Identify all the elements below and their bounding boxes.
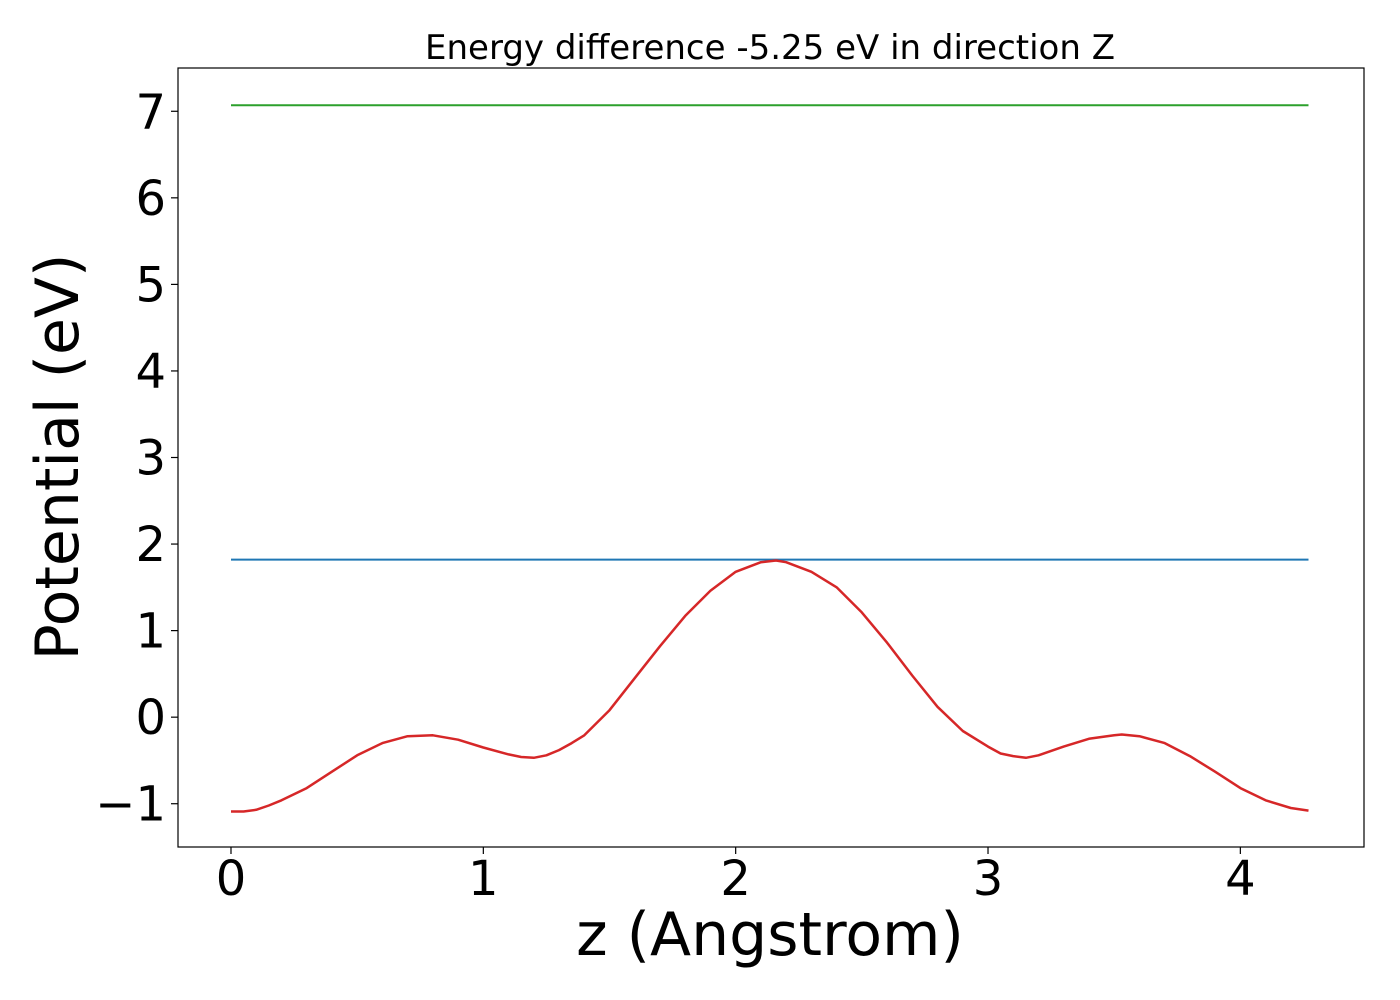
series-line-3 bbox=[231, 559, 1309, 813]
y-axis-ticks: −1 0 1 2 3 4 5 6 7 bbox=[95, 84, 178, 833]
plot-frame bbox=[177, 67, 1365, 848]
y-axis-label: Potential (eV) bbox=[23, 254, 93, 661]
x-tick-label: 4 bbox=[1225, 851, 1256, 907]
y-tick-label: −1 bbox=[95, 777, 166, 833]
x-tick-label: 3 bbox=[973, 851, 1004, 907]
x-tick-label: 0 bbox=[216, 851, 247, 907]
y-tick-label: 2 bbox=[135, 517, 166, 573]
y-tick-label: 4 bbox=[135, 344, 166, 400]
y-tick-label: 3 bbox=[135, 431, 166, 487]
y-tick-label: 6 bbox=[135, 171, 166, 227]
y-tick-label: 1 bbox=[135, 604, 166, 660]
y-tick-label: 5 bbox=[135, 257, 166, 313]
x-tick-label: 1 bbox=[468, 851, 499, 907]
x-axis-ticks: 0 1 2 3 4 bbox=[216, 847, 1256, 907]
x-tick-label: 2 bbox=[720, 851, 751, 907]
y-tick-label: 7 bbox=[135, 84, 166, 140]
plot-lines bbox=[231, 104, 1309, 813]
x-axis-label: z (Angstrom) bbox=[576, 900, 964, 970]
chart-title: Energy difference -5.25 eV in direction … bbox=[425, 28, 1115, 68]
y-tick-label: 0 bbox=[135, 690, 166, 746]
